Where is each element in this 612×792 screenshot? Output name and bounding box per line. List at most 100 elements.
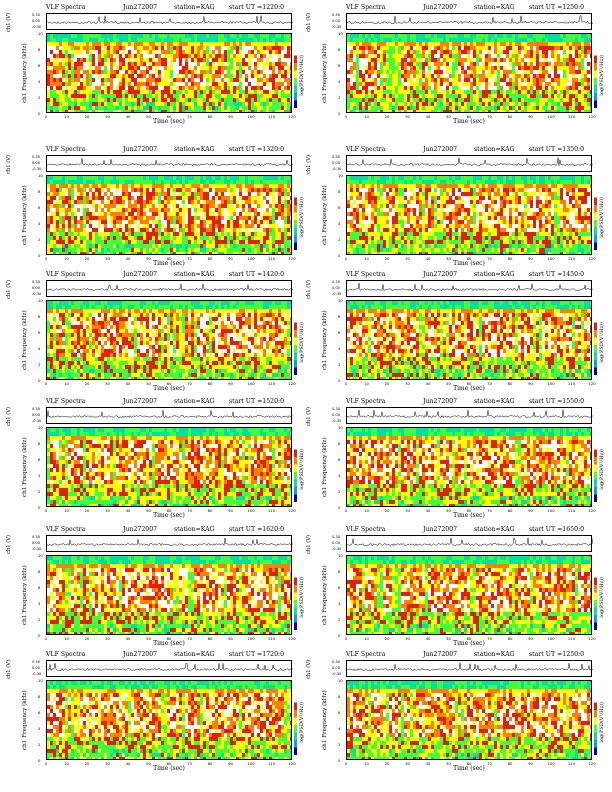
spectrogram-cell: [197, 204, 201, 209]
spectrogram-cell: [245, 86, 249, 91]
spectrogram-cell: [278, 110, 282, 112]
spectrogram-cell: [203, 98, 207, 103]
spectrogram-cell: [272, 58, 276, 63]
spectrogram-cell: [404, 78, 408, 83]
spectrogram-cell: [182, 200, 186, 205]
spectrogram-cell: [188, 50, 192, 55]
spectrogram-cell: [470, 66, 474, 71]
spectrogram-cell: [191, 66, 195, 71]
spectrogram-cell: [203, 66, 207, 71]
spectrogram-cell: [65, 94, 69, 99]
spectrogram-cell: [539, 78, 543, 83]
spectrogram-cell: [278, 54, 282, 59]
spectrogram-cell: [272, 252, 276, 254]
spectrogram-cell: [137, 66, 141, 71]
spectrogram-cell: [128, 200, 132, 205]
frequency-tick-label: 10: [338, 31, 343, 36]
spectrogram-cell: [209, 240, 213, 245]
spectrogram-cell: [77, 200, 81, 205]
spectrogram-cell: [257, 54, 261, 59]
spectrogram-cell: [419, 50, 423, 55]
spectrogram-cell: [281, 102, 285, 107]
spectrogram-cell: [569, 70, 573, 75]
spectrogram-cell: [140, 224, 144, 229]
spectrogram-cell: [188, 34, 192, 39]
spectrogram-cell: [176, 90, 180, 95]
spectrogram-cell: [587, 34, 591, 39]
spectrogram-cell: [587, 66, 591, 71]
spectrogram-cell: [161, 220, 165, 225]
spectrogram-cell: [488, 70, 492, 75]
spectrogram-cell: [236, 110, 240, 112]
spectrogram-cell: [209, 94, 213, 99]
spectrogram-cell: [83, 228, 87, 233]
spectrogram-cell: [182, 90, 186, 95]
spectrogram-cell: [53, 184, 57, 189]
colorbar: [594, 48, 597, 108]
spectrogram-cell: [185, 74, 189, 79]
spectrogram-cell: [116, 248, 120, 253]
spectrogram-cell: [269, 54, 273, 59]
spectrogram-cell: [281, 46, 285, 51]
spectrogram-cell: [146, 236, 150, 241]
spectrogram-cell: [158, 94, 162, 99]
spectrogram-cell: [47, 102, 51, 107]
spectrogram-cell: [347, 62, 351, 67]
spectrogram-cell: [188, 196, 192, 201]
spectrogram-cell: [131, 204, 135, 209]
spectrogram-cell: [494, 46, 498, 51]
spectrogram-cell: [50, 94, 54, 99]
spectrogram-cell: [449, 74, 453, 79]
spectrogram-cell: [476, 34, 480, 39]
spectrogram-cell: [59, 82, 63, 87]
spectrogram-cell: [524, 110, 528, 112]
spectrogram-cell: [416, 66, 420, 71]
spectrogram-cell: [203, 82, 207, 87]
spectrogram-cell: [119, 54, 123, 59]
spectrogram-cell: [140, 58, 144, 63]
spectrogram-cell: [188, 38, 192, 43]
spectrogram-cell: [104, 66, 108, 71]
spectrogram-cell: [179, 212, 183, 217]
spectrogram-cell: [257, 74, 261, 79]
spectrogram-cell: [560, 94, 564, 99]
spectrogram-cell: [200, 50, 204, 55]
spectrogram-cell: [203, 74, 207, 79]
spectrogram-cell: [245, 208, 249, 213]
spectrogram-cell: [356, 98, 360, 103]
spectrogram-cell: [239, 180, 243, 185]
spectrogram-cell: [116, 184, 120, 189]
spectrogram-cell: [551, 58, 555, 63]
spectrogram-cell: [128, 58, 132, 63]
spectrogram-cell: [557, 54, 561, 59]
spectrogram-cell: [383, 66, 387, 71]
spectrogram-cell: [95, 228, 99, 233]
spectrogram-cell: [572, 70, 576, 75]
spectrogram-cell: [92, 204, 96, 209]
spectrogram-cell: [221, 228, 225, 233]
spectrogram-cell: [440, 62, 444, 67]
spectrogram-cell: [95, 180, 99, 185]
spectrogram-cell: [272, 46, 276, 51]
spectrogram-cell: [260, 98, 264, 103]
spectrogram-cell: [89, 204, 93, 209]
spectrogram-cell: [257, 244, 261, 249]
spectrogram-cell: [206, 224, 210, 229]
spectrogram-cell: [53, 34, 57, 39]
spectrogram-cell: [95, 70, 99, 75]
spectrogram-cell: [386, 42, 390, 47]
spectrogram-cell: [413, 46, 417, 51]
spectrogram-cell: [365, 70, 369, 75]
spectrogram-cell: [431, 86, 435, 91]
spectrogram-cell: [218, 252, 222, 254]
spectrogram-cell: [245, 54, 249, 59]
spectrogram-cell: [200, 212, 204, 217]
spectrogram-cell: [275, 184, 279, 189]
spectrogram-cell: [101, 180, 105, 185]
spectrogram-cell: [53, 86, 57, 91]
spectrogram-cell: [347, 82, 351, 87]
spectrogram-cell: [170, 236, 174, 241]
spectrogram-cell: [257, 70, 261, 75]
spectrogram-cell: [554, 58, 558, 63]
spectrogram-cell: [176, 34, 180, 39]
